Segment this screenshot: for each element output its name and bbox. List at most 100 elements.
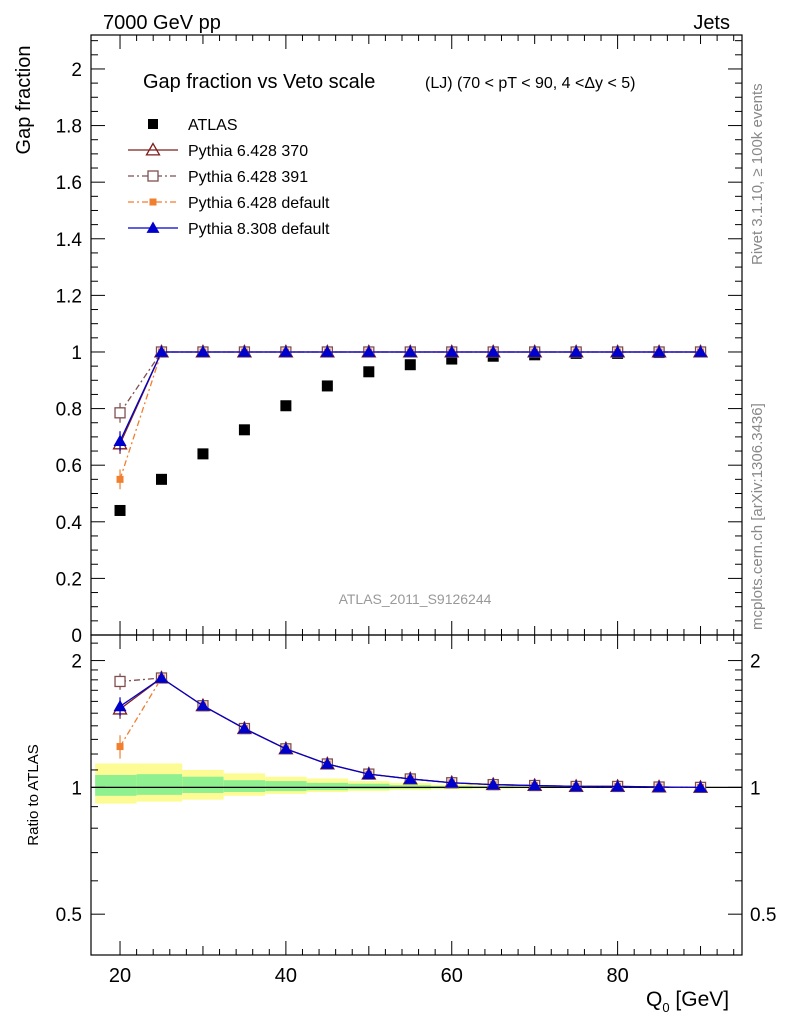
data-point	[611, 345, 625, 357]
series-line	[119, 351, 701, 480]
side-label-rivet: Rivet 3.1.10, ≥ 100k events	[749, 83, 766, 265]
ratio-plot-frame	[90, 634, 743, 956]
legend-label: Pythia 6.428 370	[188, 143, 308, 160]
ratio-band-inner	[306, 782, 349, 791]
legend-label: ATLAS	[188, 117, 238, 134]
ratio-band-inner	[348, 783, 390, 790]
ratio-y-axis-label: Ratio to ATLAS	[25, 744, 42, 845]
ratio-tick-label: 0.5	[56, 905, 82, 926]
x-tick-label: 60	[441, 965, 463, 987]
data-point	[694, 780, 708, 793]
ratio-band-inner	[265, 781, 307, 792]
header-right: Jets	[693, 12, 730, 34]
data-point	[237, 345, 251, 357]
y-tick-label: 0	[71, 626, 82, 647]
data-point	[155, 473, 167, 485]
data-point	[116, 743, 124, 751]
ratio-tick-label-right: 1	[750, 778, 761, 799]
data-point	[569, 779, 583, 792]
y-tick-label: 1.4	[56, 230, 83, 251]
data-point	[320, 757, 334, 769]
data-point	[694, 345, 708, 357]
watermark: ATLAS_2011_S9126244	[339, 591, 492, 607]
x-axis-label-unit: [GeV]	[670, 988, 730, 1011]
ratio-band-inner	[136, 774, 183, 795]
data-point	[114, 675, 126, 688]
y-tick-label: 0.6	[56, 456, 82, 477]
data-point	[320, 345, 334, 357]
x-axis-label-subscript: 0	[662, 1000, 669, 1015]
data-point	[403, 772, 417, 784]
data-point	[363, 366, 375, 378]
ratio-tick-label-right: 2	[750, 652, 761, 673]
ratio-band-inner	[182, 776, 224, 793]
x-axis-label-main: Q	[646, 988, 662, 1011]
data-point	[114, 407, 126, 419]
axis-ticks: 20 40 60 80 0 0.2 0.4 0.6 0.8 1 1.2 1.4 1.6 1.8 2 0.5 0.…	[56, 35, 776, 987]
data-point	[445, 345, 459, 357]
y-tick-label: 1.8	[56, 117, 82, 138]
data-point	[279, 742, 293, 754]
legend-label: Pythia 8.308 default	[188, 221, 330, 238]
data-point	[279, 345, 293, 357]
data-point	[154, 671, 168, 683]
x-tick-label: 80	[606, 965, 628, 987]
data-point	[148, 119, 158, 129]
data-point	[237, 722, 251, 734]
data-point	[149, 198, 157, 206]
data-point	[147, 170, 159, 182]
side-label-mcplots: mcplots.cern.ch [arXiv:1306.3436]	[749, 403, 766, 630]
data-point	[196, 345, 210, 357]
data-point	[486, 345, 500, 357]
data-point	[113, 434, 127, 447]
data-point	[196, 699, 210, 711]
ratio-band-inner	[223, 780, 266, 793]
ratio-tick-label: 1	[71, 778, 82, 799]
y-tick-label: 2	[71, 60, 82, 81]
y-tick-label: 0.2	[56, 569, 82, 590]
data-point	[321, 380, 333, 392]
data-point	[280, 400, 292, 412]
data-point	[569, 345, 583, 357]
data-marks	[112, 344, 709, 794]
data-point	[154, 345, 168, 357]
y-tick-label: 1.2	[56, 286, 82, 307]
chart-title-main: Gap fraction vs Veto scale	[143, 71, 375, 93]
y-tick-label: 1	[71, 343, 82, 364]
y-tick-label: 0.8	[56, 400, 82, 421]
data-point	[404, 359, 416, 371]
data-point	[238, 424, 250, 436]
data-point	[362, 767, 376, 779]
chart-title-sub: (LJ) (70 < pT < 90, 4 <Δy < 5)	[425, 75, 636, 92]
legend-label: Pythia 6.428 default	[188, 195, 330, 212]
x-axis-label: Q0 [GeV]	[646, 988, 729, 1015]
data-point	[528, 779, 542, 791]
x-tick-label: 20	[109, 965, 131, 987]
ratio-tick-label: 2	[71, 652, 82, 673]
data-point	[113, 699, 127, 712]
y-axis-label: Gap fraction	[13, 46, 35, 155]
data-point	[197, 448, 209, 460]
data-point	[445, 776, 459, 788]
y-tick-label: 0.4	[56, 513, 83, 534]
data-point	[611, 779, 625, 792]
data-point	[114, 504, 126, 516]
data-point	[146, 221, 160, 233]
data-point	[652, 345, 666, 357]
legend: ATLAS Pythia 6.428 370 Pythia 6.428 391 Pyt…	[128, 117, 330, 238]
data-point	[403, 345, 417, 357]
data-point	[446, 353, 458, 365]
y-tick-label: 1.6	[56, 173, 82, 194]
data-point	[652, 780, 666, 792]
header-left: 7000 GeV pp	[103, 12, 221, 34]
data-point	[528, 345, 542, 357]
data-point	[116, 475, 124, 483]
data-point	[486, 778, 500, 790]
data-point	[362, 345, 376, 357]
ratio-band-inner	[95, 774, 137, 796]
x-tick-label: 40	[275, 965, 297, 987]
data-point	[145, 142, 161, 156]
ratio-tick-label-right: 0.5	[750, 905, 776, 926]
legend-label: Pythia 6.428 391	[188, 169, 308, 186]
